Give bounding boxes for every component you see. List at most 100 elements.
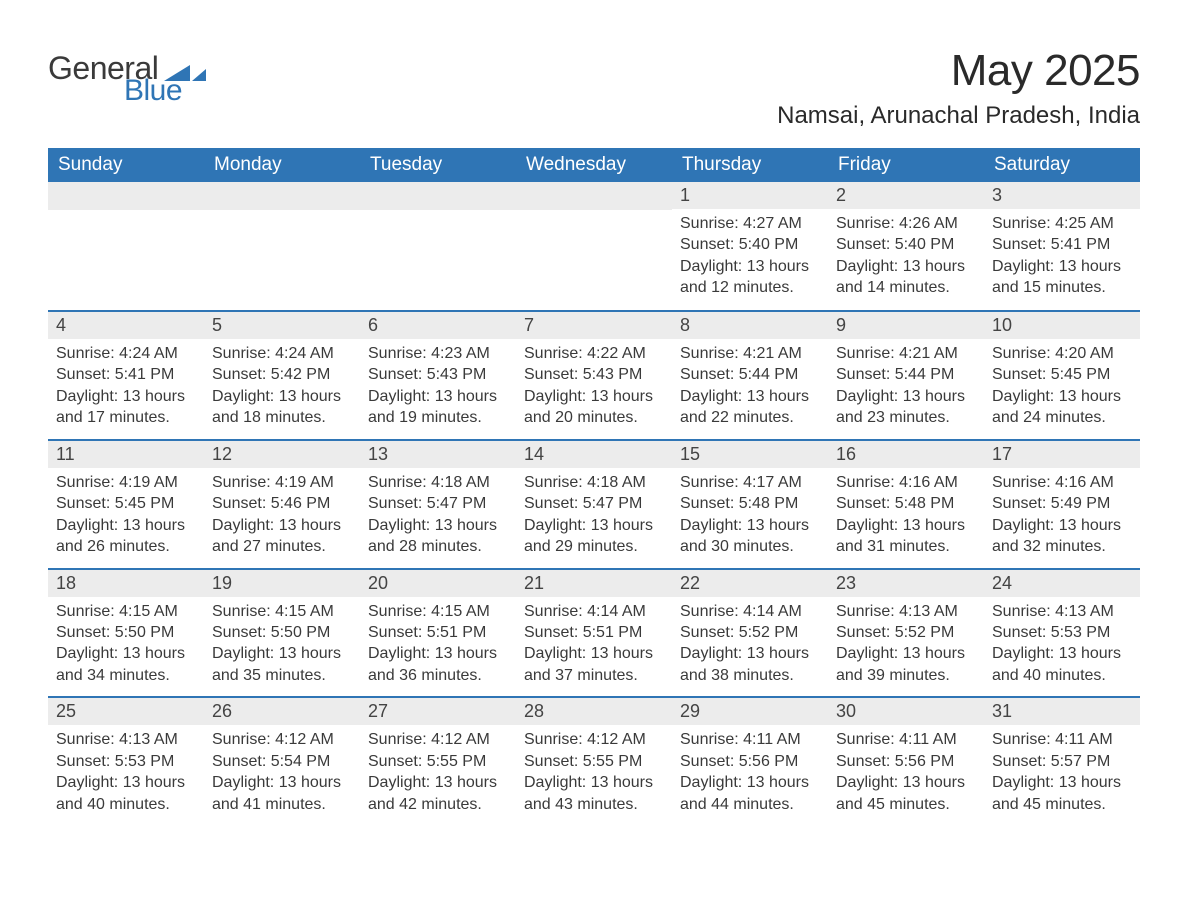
week-row: 11Sunrise: 4:19 AMSunset: 5:45 PMDayligh… [48,439,1140,568]
day-body [48,210,204,224]
sunset-line: Sunset: 5:50 PM [56,622,196,643]
day-body: Sunrise: 4:17 AMSunset: 5:48 PMDaylight:… [672,468,828,568]
day-cell [516,182,672,310]
day-number: 2 [828,182,984,209]
day-body [204,210,360,224]
day-number: 26 [204,698,360,725]
sunset-line: Sunset: 5:53 PM [56,751,196,772]
daylight-line: Daylight: 13 hours and 45 minutes. [836,772,976,815]
daylight-line: Daylight: 13 hours and 14 minutes. [836,256,976,299]
day-body: Sunrise: 4:11 AMSunset: 5:56 PMDaylight:… [672,725,828,825]
day-cell: 26Sunrise: 4:12 AMSunset: 5:54 PMDayligh… [204,698,360,825]
day-body: Sunrise: 4:14 AMSunset: 5:52 PMDaylight:… [672,597,828,697]
sunrise-line: Sunrise: 4:23 AM [368,343,508,364]
sunset-line: Sunset: 5:45 PM [56,493,196,514]
daylight-line: Daylight: 13 hours and 31 minutes. [836,515,976,558]
sunset-line: Sunset: 5:52 PM [680,622,820,643]
day-cell: 3Sunrise: 4:25 AMSunset: 5:41 PMDaylight… [984,182,1140,310]
sunset-line: Sunset: 5:47 PM [524,493,664,514]
day-body: Sunrise: 4:24 AMSunset: 5:42 PMDaylight:… [204,339,360,439]
weekday-header: Wednesday [516,148,672,182]
day-cell: 12Sunrise: 4:19 AMSunset: 5:46 PMDayligh… [204,441,360,568]
day-number: 23 [828,570,984,597]
location-subtitle: Namsai, Arunachal Pradesh, India [777,102,1140,130]
day-cell: 7Sunrise: 4:22 AMSunset: 5:43 PMDaylight… [516,312,672,439]
day-number: 10 [984,312,1140,339]
sunrise-line: Sunrise: 4:14 AM [524,601,664,622]
brand-triangle-icon [164,54,206,86]
daylight-line: Daylight: 13 hours and 38 minutes. [680,643,820,686]
sunset-line: Sunset: 5:51 PM [368,622,508,643]
daylight-line: Daylight: 13 hours and 34 minutes. [56,643,196,686]
day-body: Sunrise: 4:21 AMSunset: 5:44 PMDaylight:… [828,339,984,439]
sunset-line: Sunset: 5:49 PM [992,493,1132,514]
sunrise-line: Sunrise: 4:18 AM [368,472,508,493]
day-body: Sunrise: 4:27 AMSunset: 5:40 PMDaylight:… [672,209,828,309]
daylight-line: Daylight: 13 hours and 22 minutes. [680,386,820,429]
daylight-line: Daylight: 13 hours and 39 minutes. [836,643,976,686]
sunrise-line: Sunrise: 4:13 AM [836,601,976,622]
day-body: Sunrise: 4:19 AMSunset: 5:45 PMDaylight:… [48,468,204,568]
weekday-header: Friday [828,148,984,182]
week-row: 25Sunrise: 4:13 AMSunset: 5:53 PMDayligh… [48,696,1140,825]
sunset-line: Sunset: 5:44 PM [680,364,820,385]
day-number: 16 [828,441,984,468]
day-cell [360,182,516,310]
daylight-line: Daylight: 13 hours and 19 minutes. [368,386,508,429]
sunset-line: Sunset: 5:47 PM [368,493,508,514]
sunrise-line: Sunrise: 4:21 AM [836,343,976,364]
day-number: 3 [984,182,1140,209]
daylight-line: Daylight: 13 hours and 28 minutes. [368,515,508,558]
day-cell: 28Sunrise: 4:12 AMSunset: 5:55 PMDayligh… [516,698,672,825]
day-cell: 4Sunrise: 4:24 AMSunset: 5:41 PMDaylight… [48,312,204,439]
sunset-line: Sunset: 5:48 PM [680,493,820,514]
sunset-line: Sunset: 5:44 PM [836,364,976,385]
sunset-line: Sunset: 5:56 PM [836,751,976,772]
day-number: 24 [984,570,1140,597]
sunset-line: Sunset: 5:43 PM [524,364,664,385]
day-cell: 8Sunrise: 4:21 AMSunset: 5:44 PMDaylight… [672,312,828,439]
sunrise-line: Sunrise: 4:14 AM [680,601,820,622]
day-number [516,182,672,210]
week-row: 4Sunrise: 4:24 AMSunset: 5:41 PMDaylight… [48,310,1140,439]
sunset-line: Sunset: 5:42 PM [212,364,352,385]
day-cell: 10Sunrise: 4:20 AMSunset: 5:45 PMDayligh… [984,312,1140,439]
daylight-line: Daylight: 13 hours and 40 minutes. [992,643,1132,686]
daylight-line: Daylight: 13 hours and 29 minutes. [524,515,664,558]
daylight-line: Daylight: 13 hours and 44 minutes. [680,772,820,815]
day-number: 7 [516,312,672,339]
day-cell: 11Sunrise: 4:19 AMSunset: 5:45 PMDayligh… [48,441,204,568]
day-body [360,210,516,224]
sunrise-line: Sunrise: 4:11 AM [836,729,976,750]
day-number: 21 [516,570,672,597]
daylight-line: Daylight: 13 hours and 23 minutes. [836,386,976,429]
day-number [360,182,516,210]
day-number: 19 [204,570,360,597]
day-number: 20 [360,570,516,597]
day-body: Sunrise: 4:12 AMSunset: 5:55 PMDaylight:… [516,725,672,825]
day-body: Sunrise: 4:26 AMSunset: 5:40 PMDaylight:… [828,209,984,309]
sunrise-line: Sunrise: 4:18 AM [524,472,664,493]
day-cell: 15Sunrise: 4:17 AMSunset: 5:48 PMDayligh… [672,441,828,568]
day-number: 31 [984,698,1140,725]
day-body: Sunrise: 4:19 AMSunset: 5:46 PMDaylight:… [204,468,360,568]
day-body [516,210,672,224]
day-number: 25 [48,698,204,725]
sunset-line: Sunset: 5:54 PM [212,751,352,772]
sunset-line: Sunset: 5:43 PM [368,364,508,385]
sunset-line: Sunset: 5:50 PM [212,622,352,643]
day-body: Sunrise: 4:25 AMSunset: 5:41 PMDaylight:… [984,209,1140,309]
daylight-line: Daylight: 13 hours and 27 minutes. [212,515,352,558]
day-cell: 30Sunrise: 4:11 AMSunset: 5:56 PMDayligh… [828,698,984,825]
sunset-line: Sunset: 5:52 PM [836,622,976,643]
day-number: 5 [204,312,360,339]
day-cell: 27Sunrise: 4:12 AMSunset: 5:55 PMDayligh… [360,698,516,825]
day-cell: 31Sunrise: 4:11 AMSunset: 5:57 PMDayligh… [984,698,1140,825]
calendar-page: General Blue May 2025 Namsai, Arunachal … [0,0,1188,865]
sunrise-line: Sunrise: 4:15 AM [212,601,352,622]
day-number: 28 [516,698,672,725]
day-cell [48,182,204,310]
day-cell: 20Sunrise: 4:15 AMSunset: 5:51 PMDayligh… [360,570,516,697]
sunset-line: Sunset: 5:41 PM [992,234,1132,255]
day-body: Sunrise: 4:18 AMSunset: 5:47 PMDaylight:… [360,468,516,568]
